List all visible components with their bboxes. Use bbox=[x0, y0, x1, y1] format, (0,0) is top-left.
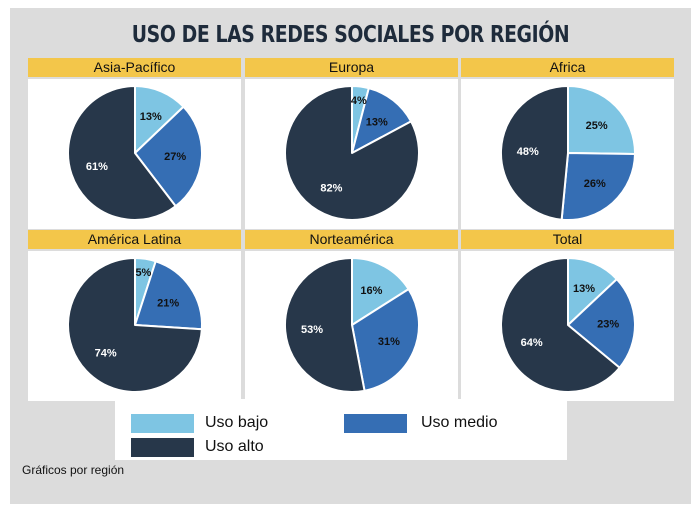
panel-africa: Africa 25% 26% 48% bbox=[461, 58, 674, 229]
panel-europa: Europa 4% 13% 82% bbox=[245, 58, 458, 229]
panel-body: 5% 21% 74% bbox=[28, 251, 241, 401]
panel-title: Asia-Pacífico bbox=[28, 58, 241, 77]
pie-slice-uso-alto bbox=[67, 85, 177, 221]
chart-title: USO DE LAS REDES SOCIALES POR REGIÓN bbox=[131, 22, 570, 48]
pie-chart-america-latina: 5% 21% 74% bbox=[67, 257, 203, 393]
pie-label-uso-medio: 31% bbox=[378, 336, 400, 348]
pie-chart-europa: 4% 13% 82% bbox=[284, 85, 420, 221]
footnote: Gráficos por región bbox=[22, 463, 125, 477]
legend-swatch-alto bbox=[131, 438, 194, 457]
panel-title: Africa bbox=[461, 58, 674, 77]
pie-slice-uso-alto bbox=[284, 85, 420, 221]
pie-label-uso-bajo: 25% bbox=[586, 120, 608, 132]
pie-label-uso-alto: 61% bbox=[86, 161, 108, 173]
panel-total: Total 13% 23% 64% bbox=[461, 230, 674, 401]
panel-title: Europa bbox=[245, 58, 458, 77]
panel-title: América Latina bbox=[28, 230, 241, 249]
pie-label-uso-medio: 13% bbox=[366, 116, 388, 128]
pie-label-uso-bajo: 5% bbox=[135, 267, 151, 279]
panel-title: Total bbox=[461, 230, 674, 249]
panel-body: 13% 23% 64% bbox=[461, 251, 674, 401]
pie-slice-uso-medio bbox=[351, 288, 420, 392]
pie-label-uso-alto: 64% bbox=[521, 337, 543, 349]
pie-slice-uso-bajo bbox=[351, 257, 410, 326]
pie-label-uso-alto: 48% bbox=[517, 146, 539, 158]
panel-asia-pacifico: Asia-Pacífico 13% 27% 61% bbox=[28, 58, 241, 229]
pie-label-uso-bajo: 4% bbox=[351, 95, 367, 107]
pie-slice-uso-medio bbox=[351, 87, 413, 154]
pie-label-uso-medio: 21% bbox=[157, 297, 179, 309]
pie-chart-norteamerica: 16% 31% 53% bbox=[284, 257, 420, 393]
pie-label-uso-medio: 26% bbox=[584, 178, 606, 190]
pie-slice-uso-alto bbox=[67, 257, 203, 393]
legend-label: Uso alto bbox=[205, 438, 264, 455]
pie-slice-uso-alto bbox=[500, 257, 621, 393]
pie-slice-uso-medio bbox=[134, 260, 203, 331]
pie-label-uso-alto: 53% bbox=[301, 324, 323, 336]
pie-slice-uso-alto bbox=[500, 85, 569, 221]
legend-label: Uso medio bbox=[421, 414, 498, 431]
pie-label-uso-bajo: 13% bbox=[573, 283, 595, 295]
panel-body: 25% 26% 48% bbox=[461, 79, 674, 229]
panel-body: 4% 13% 82% bbox=[245, 79, 458, 229]
pie-chart-asia-pacifico: 13% 27% 61% bbox=[67, 85, 203, 221]
pie-chart-africa: 25% 26% 48% bbox=[500, 85, 636, 222]
pie-label-uso-bajo: 13% bbox=[140, 111, 162, 123]
pie-slice-uso-medio bbox=[560, 152, 636, 222]
panel-norteamerica: Norteamérica 16% 31% 53% bbox=[245, 230, 458, 401]
legend-swatch-medio bbox=[344, 414, 407, 433]
chart-frame: USO DE LAS REDES SOCIALES POR REGIÓN Asi… bbox=[10, 8, 691, 504]
legend: Uso bajo Uso medio Uso alto bbox=[115, 399, 567, 460]
legend-label: Uso bajo bbox=[205, 414, 269, 431]
panel-body: 16% 31% 53% bbox=[245, 251, 458, 401]
pie-label-uso-bajo: 16% bbox=[360, 285, 382, 297]
pie-slice-uso-bajo bbox=[567, 85, 636, 156]
pie-label-uso-medio: 27% bbox=[164, 151, 186, 163]
pie-slice-uso-medio bbox=[134, 105, 203, 208]
panel-america-latina: América Latina 5% 21% 74% bbox=[28, 230, 241, 401]
pie-label-uso-alto: 74% bbox=[95, 348, 117, 360]
panel-title: Norteamérica bbox=[245, 230, 458, 249]
pie-slice-uso-alto bbox=[284, 257, 366, 393]
pie-label-uso-alto: 82% bbox=[320, 183, 342, 195]
pie-slice-uso-bajo bbox=[567, 257, 618, 326]
legend-swatch-bajo bbox=[131, 414, 194, 433]
pie-label-uso-medio: 23% bbox=[597, 319, 619, 331]
panel-body: 13% 27% 61% bbox=[28, 79, 241, 229]
pie-chart-total: 13% 23% 64% bbox=[500, 257, 636, 393]
pie-slice-uso-medio bbox=[567, 278, 636, 369]
